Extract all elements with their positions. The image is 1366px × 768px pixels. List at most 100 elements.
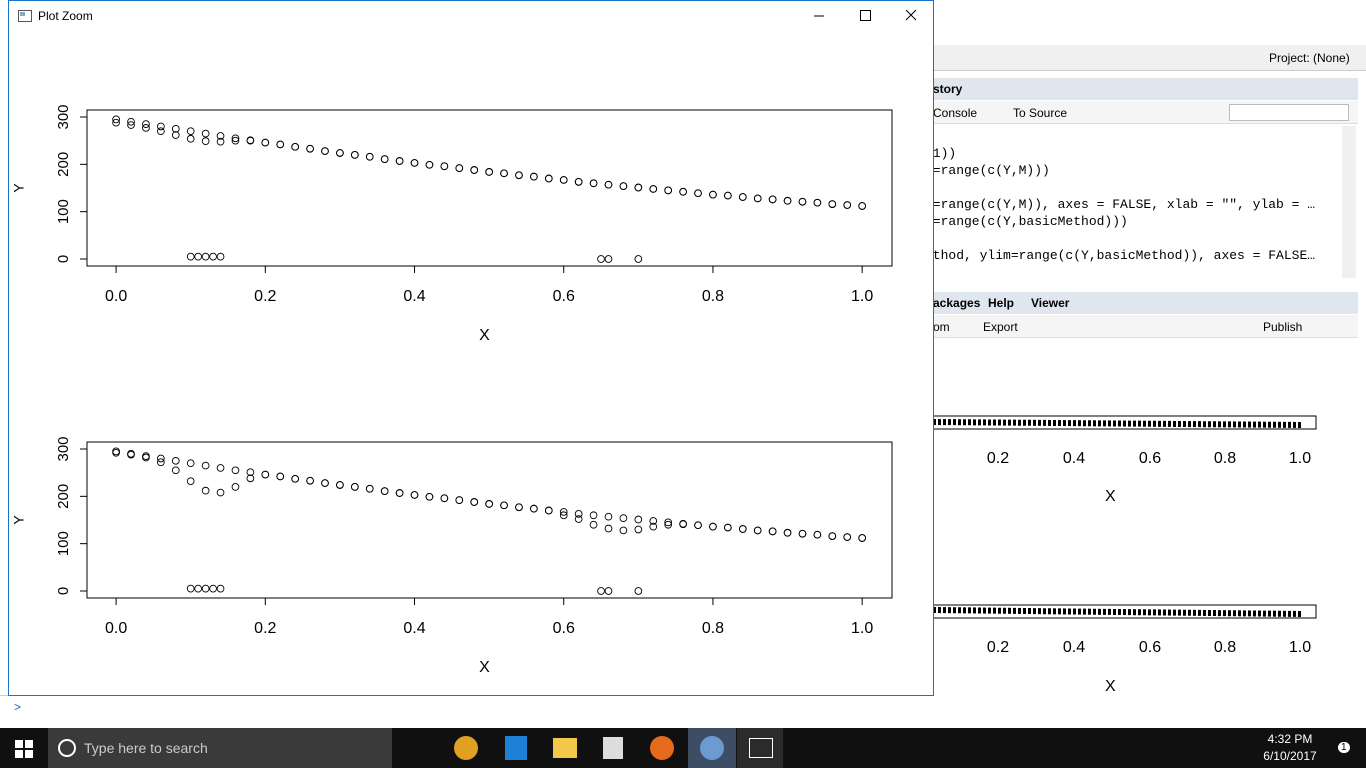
plot-points xyxy=(933,607,1304,617)
edge-icon[interactable] xyxy=(505,736,527,760)
search-placeholder: Type here to search xyxy=(84,740,208,756)
data-point xyxy=(530,172,538,181)
data-point xyxy=(589,179,598,188)
data-point xyxy=(112,118,120,127)
toolbar-button[interactable]: Export xyxy=(983,320,1018,334)
scatter-plot: 0 100 200 300 0.0 0.2 0.4 0.6 0.8 1.0 X Y xyxy=(11,436,893,676)
y-tick-label: 200 xyxy=(55,152,72,177)
toolbar-button[interactable]: Console xyxy=(933,106,978,120)
data-point xyxy=(634,183,643,192)
x-axis-label: X xyxy=(479,327,490,344)
data-point xyxy=(276,472,285,481)
close-button[interactable] xyxy=(905,9,917,21)
project-menu[interactable]: Project: (None) xyxy=(1269,51,1350,65)
data-point xyxy=(485,500,493,508)
data-point xyxy=(559,176,568,184)
bg-x-tick-label: 0.6 xyxy=(1138,450,1162,467)
x-axis-label: X xyxy=(479,659,490,676)
data-point xyxy=(350,151,359,159)
data-point xyxy=(783,196,792,205)
data-point xyxy=(321,479,329,487)
data-point xyxy=(127,117,135,126)
data-point xyxy=(425,492,434,501)
notification-count[interactable]: 1 xyxy=(1338,742,1350,753)
explorer-icon[interactable] xyxy=(553,738,577,758)
data-point xyxy=(186,127,195,136)
x-tick-label: 0.0 xyxy=(105,620,127,637)
plot-box xyxy=(86,109,893,267)
pane-toolbar: Console To Source xyxy=(933,101,1358,124)
data-point xyxy=(395,489,404,497)
data-point xyxy=(679,520,687,529)
data-point xyxy=(574,509,583,518)
store-icon[interactable] xyxy=(603,737,623,759)
toolbar-button[interactable]: To Source xyxy=(1013,106,1068,120)
tab[interactable]: Help xyxy=(988,296,1015,310)
scrollbar[interactable] xyxy=(1342,126,1356,278)
tab[interactable]: story xyxy=(933,82,963,96)
data-point xyxy=(440,494,449,503)
data-point xyxy=(201,486,210,495)
bg-x-tick-label: 1.0 xyxy=(1288,639,1312,656)
data-point xyxy=(186,134,195,143)
tab[interactable]: Viewer xyxy=(1031,296,1070,310)
window-icon xyxy=(18,10,32,22)
history-line[interactable]: m=range(c(Y,M)), axes = FALSE, xlab = ""… xyxy=(925,197,1316,212)
data-point xyxy=(843,533,852,541)
window-titlebar: Plot Zoom xyxy=(9,1,933,31)
data-point xyxy=(828,532,837,540)
bg-x-tick-label: 0.6 xyxy=(1138,639,1162,656)
history-line[interactable]: m=range(c(Y,M))) xyxy=(925,163,1050,178)
x-tick-label: 0.6 xyxy=(553,620,575,637)
data-point xyxy=(597,255,605,263)
photos-task[interactable] xyxy=(737,728,783,768)
data-point xyxy=(380,155,389,163)
clock-time[interactable]: 4:32 PM xyxy=(1267,732,1313,746)
data-point xyxy=(485,168,493,176)
y-tick-label: 100 xyxy=(55,531,72,556)
data-point xyxy=(186,584,195,593)
data-point xyxy=(395,157,404,165)
scatter-plot: 0 100 200 300 0.0 0.2 0.4 0.6 0.8 1.0 X Y xyxy=(11,104,893,344)
data-point xyxy=(246,136,255,145)
data-point xyxy=(783,528,792,537)
clock-date[interactable]: 6/10/2017 xyxy=(1263,749,1317,763)
search-bar[interactable]: Type here to search xyxy=(48,728,392,768)
data-point xyxy=(201,137,210,145)
data-point xyxy=(559,511,568,520)
chrome-icon[interactable] xyxy=(454,736,478,760)
data-point xyxy=(634,587,643,595)
data-point xyxy=(186,459,195,468)
data-point xyxy=(738,525,747,533)
history-line[interactable]: ,1)) xyxy=(925,146,957,161)
rstudio-task[interactable] xyxy=(688,728,736,768)
history-line[interactable]: ethod, ylim=range(c(Y,basicMethod)), axe… xyxy=(925,248,1316,263)
data-point xyxy=(231,466,240,475)
maximize-button[interactable] xyxy=(860,10,871,21)
data-point xyxy=(201,252,210,261)
data-point xyxy=(679,187,687,196)
background-plots xyxy=(933,415,1317,619)
search-box[interactable] xyxy=(1229,104,1349,121)
data-point xyxy=(634,255,643,263)
firefox-icon[interactable] xyxy=(650,736,674,760)
data-point xyxy=(858,534,867,542)
x-tick-label: 0.4 xyxy=(403,620,425,637)
x-tick-label: 0.2 xyxy=(254,620,276,637)
data-point xyxy=(365,484,374,493)
data-point xyxy=(209,584,217,593)
data-point xyxy=(634,515,643,524)
tab[interactable]: ackages xyxy=(933,296,981,310)
history-line[interactable]: m=range(c(Y,basicMethod))) xyxy=(925,214,1128,229)
start-button[interactable] xyxy=(15,740,33,758)
data-point xyxy=(276,140,285,149)
data-point xyxy=(813,198,822,207)
data-point xyxy=(738,193,747,201)
toolbar-button[interactable]: Publish xyxy=(1263,320,1303,334)
data-point xyxy=(753,526,762,535)
data-point xyxy=(216,464,225,472)
x-tick-label: 1.0 xyxy=(851,620,873,637)
toolbar-button[interactable]: om xyxy=(933,320,950,334)
bg-x-tick-label: 0.8 xyxy=(1213,639,1237,656)
data-point xyxy=(112,448,120,457)
